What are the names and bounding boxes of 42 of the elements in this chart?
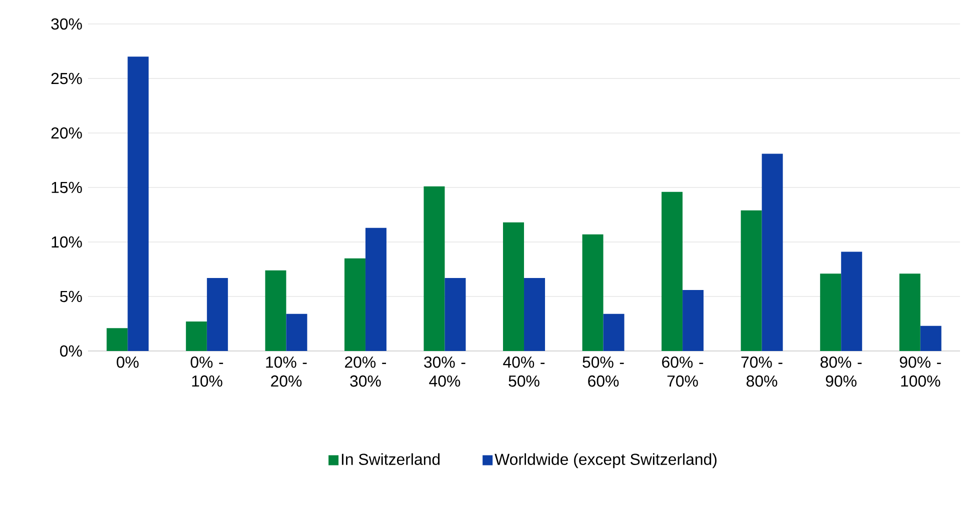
bar [603,314,624,351]
bar [762,154,783,351]
bar [899,274,920,351]
bar [424,186,445,351]
x-tick-label: 0% - 10% [190,356,224,387]
bar [365,228,386,351]
bar [682,290,704,351]
x-tick-label: 10% - 20% [266,356,307,387]
bar [344,258,366,351]
bar [820,274,842,351]
x-tick-label: 20% - 30% [345,356,386,387]
y-tick-label: 10% [52,236,82,248]
bar [206,278,228,351]
bar [662,192,683,351]
bar [740,210,762,351]
x-tick-label: 90% - 100% [900,356,941,387]
bar [841,252,862,351]
x-tick-label: 0% [116,356,139,368]
x-tick-label: 60% - 70% [662,356,704,387]
bar [524,278,546,351]
bar [286,314,308,351]
bar [503,222,524,351]
bar [265,270,286,351]
x-tick-label: 40% - 50% [503,356,545,387]
bar [920,326,942,351]
legend-label: Worldwide (except Switzerland) [494,453,716,468]
x-tick-label: 30% - 40% [424,356,466,387]
bar [128,56,149,351]
y-tick-label: 25% [51,72,82,84]
x-tick-label: 70% - 80% [741,356,782,387]
y-tick-label: 30% [51,18,82,30]
bar [106,328,128,351]
y-tick-label: 5% [60,290,82,302]
y-tick-label: 15% [52,182,82,194]
x-tick-label: 80% - 90% [820,356,862,387]
y-tick-label: 20% [51,127,82,139]
bar [582,234,604,351]
x-tick-label: 50% - 60% [582,356,624,387]
bar [186,322,207,351]
bar [444,278,466,351]
legend-label: In Switzerland [342,453,440,465]
y-tick-label: 0% [60,345,82,357]
